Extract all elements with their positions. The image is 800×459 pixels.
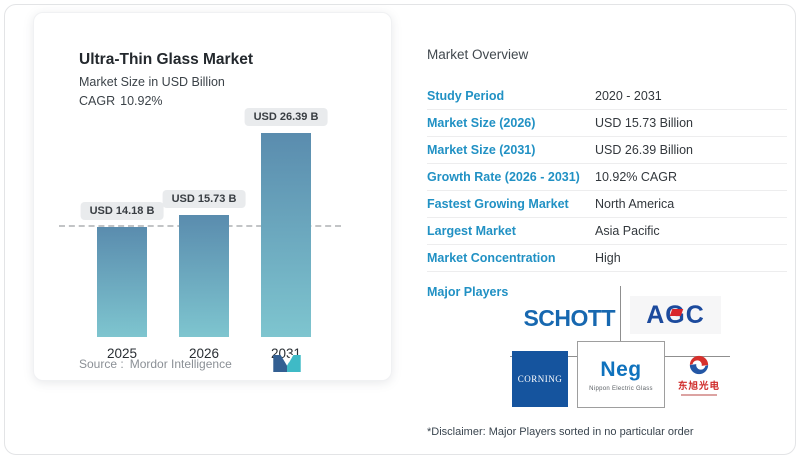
row-value: 10.92% CAGR: [595, 170, 677, 184]
table-row: Growth Rate (2026 - 2031) 10.92% CAGR: [427, 164, 787, 191]
row-value: USD 26.39 Billion: [595, 143, 693, 157]
bar-2025: [97, 227, 147, 337]
cagr-line: CAGR 10.92%: [79, 94, 253, 108]
dongxu-emblem-icon: [689, 355, 709, 375]
row-label: Market Concentration: [427, 251, 556, 265]
x-axis-label: 2026: [188, 346, 220, 361]
corning-logo: CORNING: [512, 351, 568, 407]
major-players-section: Major Players SCHOTT AGC CORNING Neg Nip…: [427, 278, 787, 410]
dongxu-logo: 东旭光电: [674, 354, 724, 396]
row-label: Largest Market: [427, 224, 516, 238]
table-row: Fastest Growing Market North America: [427, 191, 787, 218]
row-label: Study Period: [427, 89, 505, 103]
cagr-value: 10.92%: [120, 94, 163, 108]
source-row: Source : Mordor Intelligence: [79, 354, 371, 373]
row-label: Market Size (2026): [427, 116, 536, 130]
market-overview-panel: Market Overview Study Period 2020 - 2031 M…: [427, 47, 787, 438]
row-value: Asia Pacific: [595, 224, 660, 238]
row-value: High: [595, 251, 621, 265]
overview-title: Market Overview: [427, 47, 529, 62]
row-label: Growth Rate (2026 - 2031): [427, 170, 580, 184]
table-row: Market Size (2031) USD 26.39 Billion: [427, 137, 787, 164]
bar-2026: [179, 215, 229, 337]
mordor-intelligence-logo: [273, 355, 301, 372]
neg-logo-subtext: Nippon Electric Glass: [589, 385, 653, 392]
market-chart-card: USD 14.18 B 2025 USD 15.73 B 2026 USD 26.39 …: [33, 12, 392, 381]
neg-logo: Neg Nippon Electric Glass: [577, 341, 665, 408]
source-name: Mordor Intelligence: [129, 356, 232, 371]
agc-red-flag-icon: [669, 308, 683, 316]
bar-value-badge: USD 14.18 B: [80, 202, 164, 220]
cagr-label: CAGR: [79, 94, 116, 108]
table-row: Market Concentration High: [427, 245, 787, 272]
source-label: Source :: [79, 356, 124, 371]
bar-value-badge: USD 26.39 B: [244, 108, 328, 126]
disclaimer-text: *Disclaimer: Major Players sorted in no …: [427, 426, 694, 438]
bar-2031: [261, 133, 311, 337]
schott-logo: SCHOTT: [523, 305, 615, 331]
dongxu-logo-text: 东旭光电: [677, 381, 720, 392]
table-row: Study Period 2020 - 2031: [427, 83, 787, 110]
neg-logo-text: Neg: [600, 357, 642, 381]
row-value: North America: [595, 197, 675, 211]
row-label: Market Size (2031): [427, 143, 536, 157]
bar-value-badge: USD 15.73 B: [162, 190, 246, 208]
row-value: 2020 - 2031: [595, 89, 662, 103]
overview-table: Study Period 2020 - 2031 Market Size (2026…: [427, 83, 787, 272]
bar-chart: USD 14.18 B 2025 USD 15.73 B 2026 USD 26.39 …: [34, 13, 391, 380]
dongxu-logo-subtext-line: [681, 394, 717, 396]
x-axis-label: 2025: [106, 346, 138, 361]
chart-title: Ultra-Thin Glass Market: [79, 51, 253, 68]
table-row: Market Size (2026) USD 15.73 Billion: [427, 110, 787, 137]
agc-logo: AGC: [630, 296, 721, 334]
row-value: USD 15.73 Billion: [595, 116, 693, 130]
table-row: Largest Market Asia Pacific: [427, 218, 787, 245]
major-players-label: Major Players: [427, 285, 509, 299]
logo-divider-vertical: [620, 286, 621, 341]
chart-subtitle: Market Size in USD Billion: [79, 75, 225, 89]
chart-header: Ultra-Thin Glass Market Market Size in U…: [79, 51, 253, 108]
row-label: Fastest Growing Market: [427, 197, 569, 211]
